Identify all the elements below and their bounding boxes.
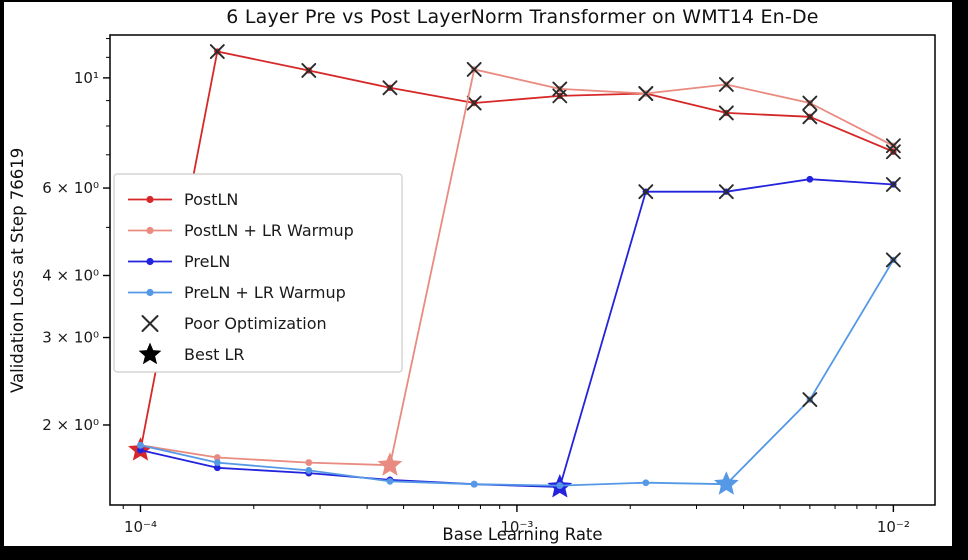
poor-optimization-x-marker — [718, 184, 734, 200]
poor-optimization-x-marker — [718, 77, 734, 92]
x-axis-label: Base Learning Rate — [442, 525, 603, 544]
data-point — [470, 480, 478, 488]
axes: 10⁻⁴ 10⁻³ 10⁻² 2 × 10⁰ 3 × 10⁰ 4 × 10⁰ 6 × 10⁰… — [42, 34, 936, 536]
y-tick-label: 4 × 10⁰ — [42, 266, 99, 284]
poor-optimization-x-marker — [301, 63, 317, 78]
series-preln-lr-warmup — [137, 252, 901, 495]
legend-label: Poor Optimization — [184, 314, 327, 333]
poor-optimization-x-marker — [885, 144, 901, 160]
legend: PostLN PostLN + LR Warmup PreLN PreLN + LR … — [113, 173, 403, 373]
poor-optimization-x-marker — [638, 184, 654, 200]
poor-optimization-x-marker — [885, 252, 901, 268]
best-lr-star-marker — [377, 452, 403, 476]
data-point — [137, 446, 144, 454]
y-tick-label: 2 × 10⁰ — [42, 416, 99, 434]
poor-optimization-x-marker — [802, 95, 818, 111]
poor-optimization-x-marker — [885, 177, 901, 192]
y-tick-label: 6 × 10⁰ — [42, 179, 99, 197]
poor-optimization-x-marker — [802, 109, 818, 125]
data-point — [806, 175, 814, 183]
data-point — [137, 441, 144, 449]
poor-optimization-x-marker — [466, 95, 482, 111]
legend-label: Best LR — [184, 345, 245, 364]
data-point — [556, 482, 564, 489]
data-point — [305, 467, 313, 474]
x-tick-label: 10⁻⁴ — [124, 518, 157, 536]
chart-figure: 6 Layer Pre vs Post LayerNorm Transforme… — [4, 2, 952, 546]
poor-optimization-x-marker — [802, 392, 818, 408]
poor-optimization-x-marker — [466, 61, 482, 77]
data-point — [213, 454, 221, 461]
poor-optimization-x-marker — [552, 88, 568, 104]
legend-label: PostLN — [184, 190, 238, 209]
y-tick-label: 3 × 10⁰ — [42, 329, 99, 347]
poor-optimization-x-marker — [718, 105, 734, 121]
legend-x-icon — [141, 315, 159, 332]
legend-label: PreLN — [184, 252, 230, 271]
data-point — [213, 464, 221, 472]
poor-optimization-x-marker — [638, 86, 654, 101]
chart-title: 6 Layer Pre vs Post LayerNorm Transforme… — [226, 6, 819, 28]
poor-optimization-x-marker — [382, 80, 398, 96]
poor-optimization-x-marker — [552, 81, 568, 97]
y-tick-label: 10¹ — [74, 69, 99, 87]
data-point — [213, 459, 221, 466]
data-point — [305, 459, 313, 466]
series-postln-lr-warmup — [137, 61, 901, 476]
legend-label: PreLN + LR Warmup — [184, 283, 346, 302]
poor-optimization-x-marker — [885, 138, 901, 154]
best-lr-star-marker — [714, 471, 739, 495]
data-point — [642, 479, 650, 487]
poor-optimization-x-marker — [209, 44, 225, 59]
data-point — [386, 477, 394, 485]
plot-area: 10⁻⁴ 10⁻³ 10⁻² 2 × 10⁰ 3 × 10⁰ 4 × 10⁰ 6 × 10⁰… — [42, 34, 936, 536]
legend-label: PostLN + LR Warmup — [184, 221, 354, 240]
x-tick-label: 10⁻³ — [500, 518, 533, 536]
legend-star-icon — [138, 342, 162, 365]
x-tick-label: 10⁻² — [877, 518, 910, 536]
